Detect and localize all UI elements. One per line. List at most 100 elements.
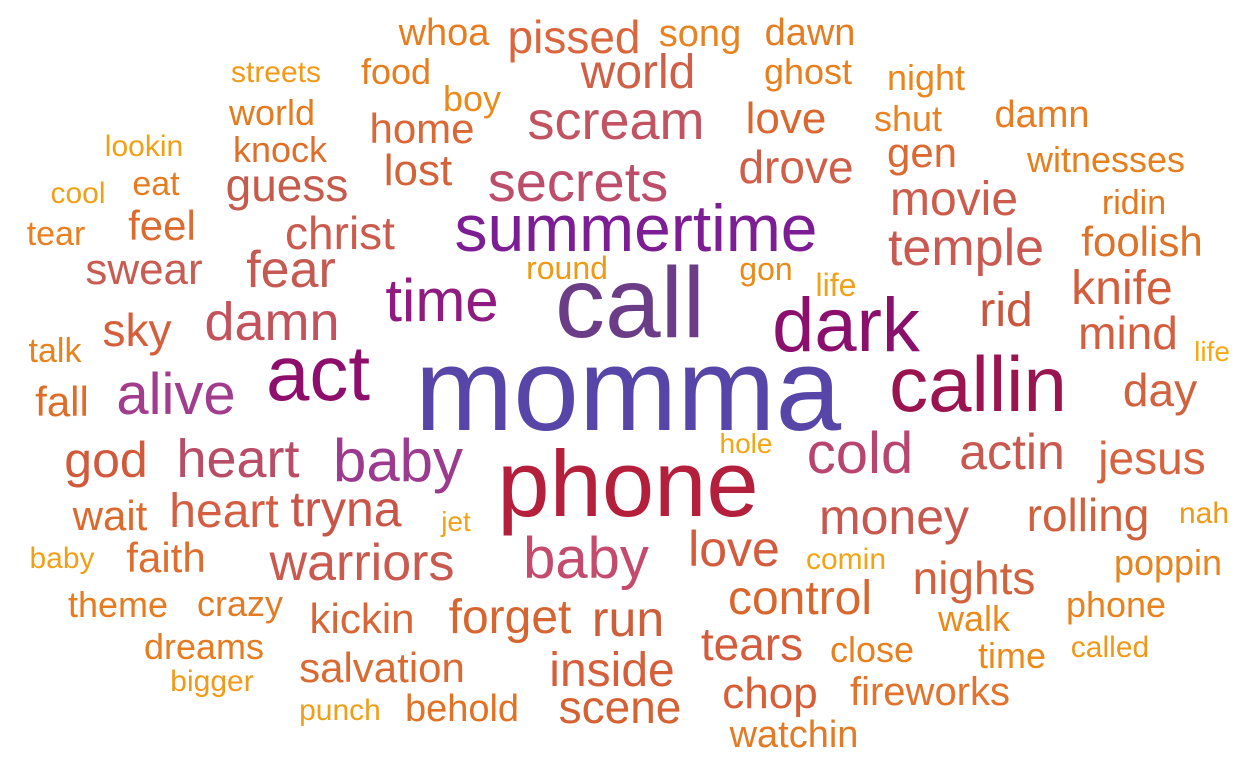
word-called: called xyxy=(1070,631,1150,664)
word-theme: theme xyxy=(67,584,169,625)
word-secrets: secrets xyxy=(487,150,669,213)
word-tear: tear xyxy=(26,215,86,253)
word-baby: baby xyxy=(332,427,464,494)
word-mind: mind xyxy=(1078,307,1178,359)
word-round: round xyxy=(526,250,608,286)
word-gen: gen xyxy=(886,129,958,176)
word-forget: forget xyxy=(448,591,572,644)
word-behold: behold xyxy=(404,688,520,730)
word-comin: comin xyxy=(805,543,887,576)
word-money: money xyxy=(818,489,970,545)
word-foolish: foolish xyxy=(1081,218,1203,265)
word-punch: punch xyxy=(299,694,381,727)
word-fireworks: fireworks xyxy=(849,670,1011,714)
word-baby-3: baby xyxy=(29,542,95,575)
word-poppin: poppin xyxy=(1113,542,1223,583)
word-call: call xyxy=(554,247,706,359)
word-eat: eat xyxy=(132,165,180,203)
word-tears: tears xyxy=(700,618,804,670)
word-faith: faith xyxy=(126,534,206,581)
word-knock: knock xyxy=(232,129,328,170)
word-movie: movie xyxy=(889,173,1019,226)
word-phone-2: phone xyxy=(1065,584,1167,625)
word-alive: alive xyxy=(116,362,236,427)
word-heart-2: heart xyxy=(169,485,279,538)
word-nah: nah xyxy=(1178,497,1230,530)
word-sky: sky xyxy=(102,304,172,356)
word-fall: fall xyxy=(35,378,89,425)
word-rolling: rolling xyxy=(1026,489,1150,541)
word-close: close xyxy=(829,629,915,670)
word-food: food xyxy=(360,51,432,92)
word-wait: wait xyxy=(72,492,148,539)
word-lookin: lookin xyxy=(104,130,184,163)
word-love: love xyxy=(688,521,780,577)
word-watchin: watchin xyxy=(729,714,859,756)
word-world-2: world xyxy=(228,92,316,133)
word-dark: dark xyxy=(772,283,920,368)
word-shut: shut xyxy=(873,98,943,139)
word-christ: christ xyxy=(285,207,395,259)
word-fear: fear xyxy=(246,241,336,299)
word-life: life xyxy=(815,267,857,303)
word-night: night xyxy=(886,57,966,98)
word-day: day xyxy=(1122,364,1198,416)
word-rid: rid xyxy=(979,284,1033,337)
word-bigger: bigger xyxy=(170,665,254,698)
word-cool: cool xyxy=(50,177,106,210)
word-knife: knife xyxy=(1071,262,1173,315)
word-kickin: kickin xyxy=(309,595,415,642)
word-dawn: dawn xyxy=(764,12,856,54)
word-jesus: jesus xyxy=(1098,432,1206,484)
word-summertime: summertime xyxy=(454,191,818,265)
word-drove: drove xyxy=(738,141,854,193)
word-witnesses: witnesses xyxy=(1026,139,1186,180)
word-cold: cold xyxy=(806,421,914,486)
word-world: world xyxy=(580,46,696,99)
word-heart: heart xyxy=(176,429,300,489)
word-walk: walk xyxy=(937,598,1011,639)
word-ridin: ridin xyxy=(1101,184,1167,222)
word-boy: boy xyxy=(442,78,502,119)
word-time: time xyxy=(385,267,499,334)
word-control: control xyxy=(727,572,873,625)
word-inside: inside xyxy=(549,644,675,697)
word-whoa: whoa xyxy=(398,12,490,54)
word-lost: lost xyxy=(383,146,453,195)
word-warriors: warriors xyxy=(269,534,455,592)
word-baby-2: baby xyxy=(523,526,649,591)
word-talk: talk xyxy=(28,332,82,370)
word-pissed: pissed xyxy=(507,11,641,63)
word-life-2: life xyxy=(1194,336,1230,367)
word-gon: gon xyxy=(739,251,793,287)
word-damn-2: damn xyxy=(994,94,1090,136)
word-hole: hole xyxy=(719,428,773,459)
word-chop: chop xyxy=(722,669,818,718)
word-actin: actin xyxy=(959,424,1065,480)
word-act: act xyxy=(265,329,371,417)
word-jet: jet xyxy=(441,506,471,537)
word-guess: guess xyxy=(225,159,349,211)
word-callin: callin xyxy=(889,340,1067,428)
word-tryna: tryna xyxy=(290,481,402,537)
word-home: home xyxy=(369,105,475,152)
word-ghost: ghost xyxy=(763,51,853,92)
word-damn: damn xyxy=(204,292,340,352)
word-time-2: time xyxy=(977,635,1047,676)
word-run: run xyxy=(591,591,665,647)
word-swear: swear xyxy=(85,245,203,294)
word-dreams: dreams xyxy=(143,626,265,667)
word-god: god xyxy=(64,432,148,488)
word-momma: momma xyxy=(414,324,842,456)
word-temple: temple xyxy=(887,219,1045,277)
word-song: song xyxy=(658,13,742,55)
word-nights: nights xyxy=(912,552,1036,604)
word-love-2: love xyxy=(745,94,827,143)
word-feel: feel xyxy=(128,202,196,249)
word-crazy: crazy xyxy=(196,583,284,624)
word-streets: streets xyxy=(230,56,322,89)
word-salvation: salvation xyxy=(299,644,465,691)
word-scream: scream xyxy=(527,91,705,151)
word-scene: scene xyxy=(558,681,682,733)
